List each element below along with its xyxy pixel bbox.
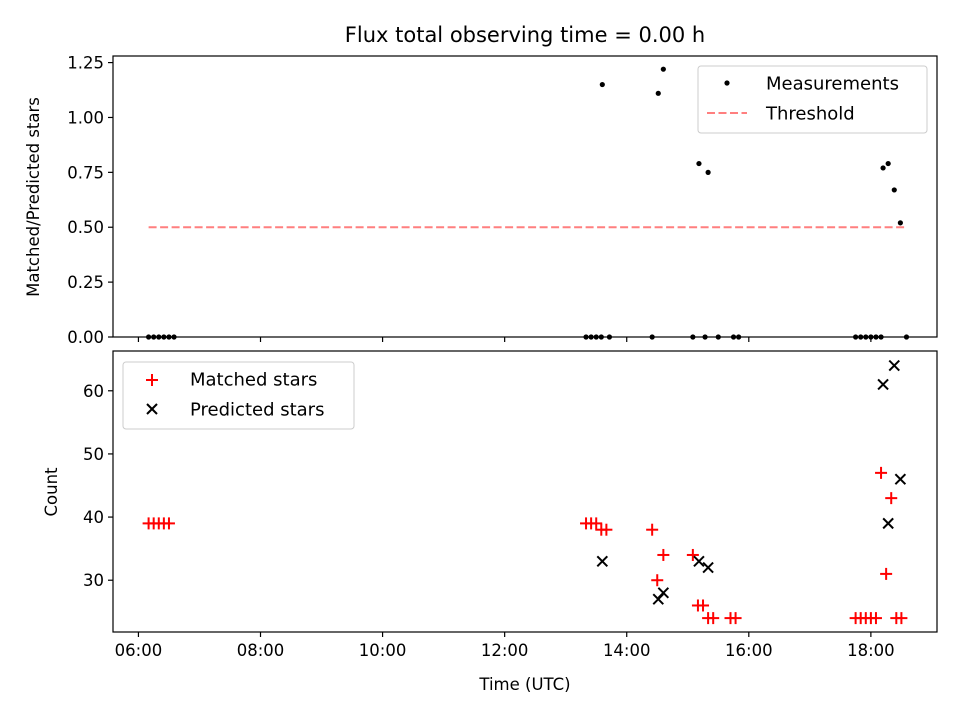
predicted-star-point xyxy=(702,561,714,574)
legend-predicted-label: Predicted stars xyxy=(190,400,324,421)
y-tick-label: 0.25 xyxy=(67,273,104,292)
matched-star-point xyxy=(697,599,710,612)
legend-matched-marker xyxy=(146,374,158,386)
measurement-point xyxy=(891,187,897,193)
measurement-point xyxy=(696,160,702,167)
predicted-star-b xyxy=(882,517,894,530)
predicted-star-b xyxy=(877,378,889,391)
matched-star-point xyxy=(657,548,670,561)
top-y-axis-label: Matched/Predicted stars xyxy=(24,97,43,297)
measurement-point xyxy=(599,81,605,88)
chart-title: Flux total observing time = 0.00 h xyxy=(345,23,705,47)
predicted-star-point xyxy=(894,473,907,485)
x-tick-label: 18:00 xyxy=(847,641,895,660)
legend-predicted-marker xyxy=(146,403,158,415)
top-axes: Flux total observing time = 0.00 h Match… xyxy=(24,23,938,347)
predicted-star-point xyxy=(888,359,900,372)
bottom-y-axis-label: Count xyxy=(42,467,61,517)
top-y-ticks: 0.00 0.25 0.50 0.75 1.00 1.25 xyxy=(67,54,113,347)
bottom-y-ticks: 30 40 50 60 xyxy=(83,382,113,590)
matched-star-point xyxy=(600,523,613,536)
matched-star-point xyxy=(875,466,888,479)
y-tick-label: 0.00 xyxy=(67,328,104,347)
top-x-ticks xyxy=(137,337,872,342)
predicted-star-b xyxy=(894,473,907,485)
matched-star-point xyxy=(686,548,699,561)
predicted-star-point xyxy=(657,587,670,599)
matched-star-point xyxy=(729,612,742,625)
legend-matched-label: Matched stars xyxy=(190,370,317,391)
y-tick-label: 40 xyxy=(83,508,104,527)
top-legend-box xyxy=(697,65,928,134)
measurement-point xyxy=(880,165,886,171)
matched-star-point xyxy=(869,612,882,625)
matched-star-point xyxy=(651,574,664,587)
predicted-star-point xyxy=(877,378,889,391)
y-tick-label: 1.00 xyxy=(67,108,104,127)
x-tick-label: 08:00 xyxy=(237,641,285,660)
matched-star-point xyxy=(707,612,720,625)
measurement-point xyxy=(655,90,661,96)
bottom-axes: Count Time (UTC) 30 40 50 60 06:00 08:00 10:0… xyxy=(42,350,938,694)
matched-star-point xyxy=(646,523,659,536)
x-tick-label: 06:00 xyxy=(115,641,163,660)
bottom-axes-frame xyxy=(112,350,938,633)
predicted-star-b xyxy=(596,555,609,567)
measurement-point xyxy=(885,160,891,167)
legend-measurements-label: Measurements xyxy=(766,74,899,95)
top-legend: Measurements Threshold xyxy=(697,65,928,134)
predicted-star-b xyxy=(702,561,714,574)
y-tick-label: 60 xyxy=(83,382,104,401)
predicted-star-b xyxy=(657,587,670,599)
bottom-legend: Matched stars Predicted stars xyxy=(122,361,355,430)
x-tick-label: 14:00 xyxy=(603,641,651,660)
top-axes-frame xyxy=(112,55,938,338)
y-tick-label: 0.75 xyxy=(67,163,104,182)
predicted-star-point xyxy=(596,555,609,567)
matched-star-point xyxy=(880,567,893,580)
legend-measurements-marker xyxy=(724,80,730,86)
bottom-legend-box xyxy=(122,361,355,430)
predicted-star-point xyxy=(693,555,705,567)
x-tick-label: 16:00 xyxy=(725,641,773,660)
x-tick-label: 10:00 xyxy=(359,641,407,660)
measurement-point xyxy=(705,169,711,175)
matched-star-point xyxy=(162,517,175,530)
bottom-x-axis-label: Time (UTC) xyxy=(478,675,570,694)
y-tick-label: 30 xyxy=(83,571,104,590)
matched-star-point xyxy=(895,612,908,625)
y-tick-label: 1.25 xyxy=(67,54,104,73)
matched-star-point xyxy=(590,517,603,530)
measurement-point xyxy=(897,220,903,226)
bottom-x-ticks: 06:00 08:00 10:00 12:00 14:00 16:00 18:00 xyxy=(115,632,895,660)
predicted-star-b xyxy=(693,555,705,567)
bottom-plot-area xyxy=(142,359,908,625)
predicted-star-b xyxy=(888,359,900,372)
y-tick-label: 50 xyxy=(83,445,104,464)
measurement-point xyxy=(660,66,666,72)
y-tick-label: 0.50 xyxy=(67,218,104,237)
x-tick-label: 12:00 xyxy=(481,641,529,660)
predicted-star-point xyxy=(882,517,894,530)
matched-star-point xyxy=(885,492,898,505)
legend-threshold-label: Threshold xyxy=(765,104,855,125)
